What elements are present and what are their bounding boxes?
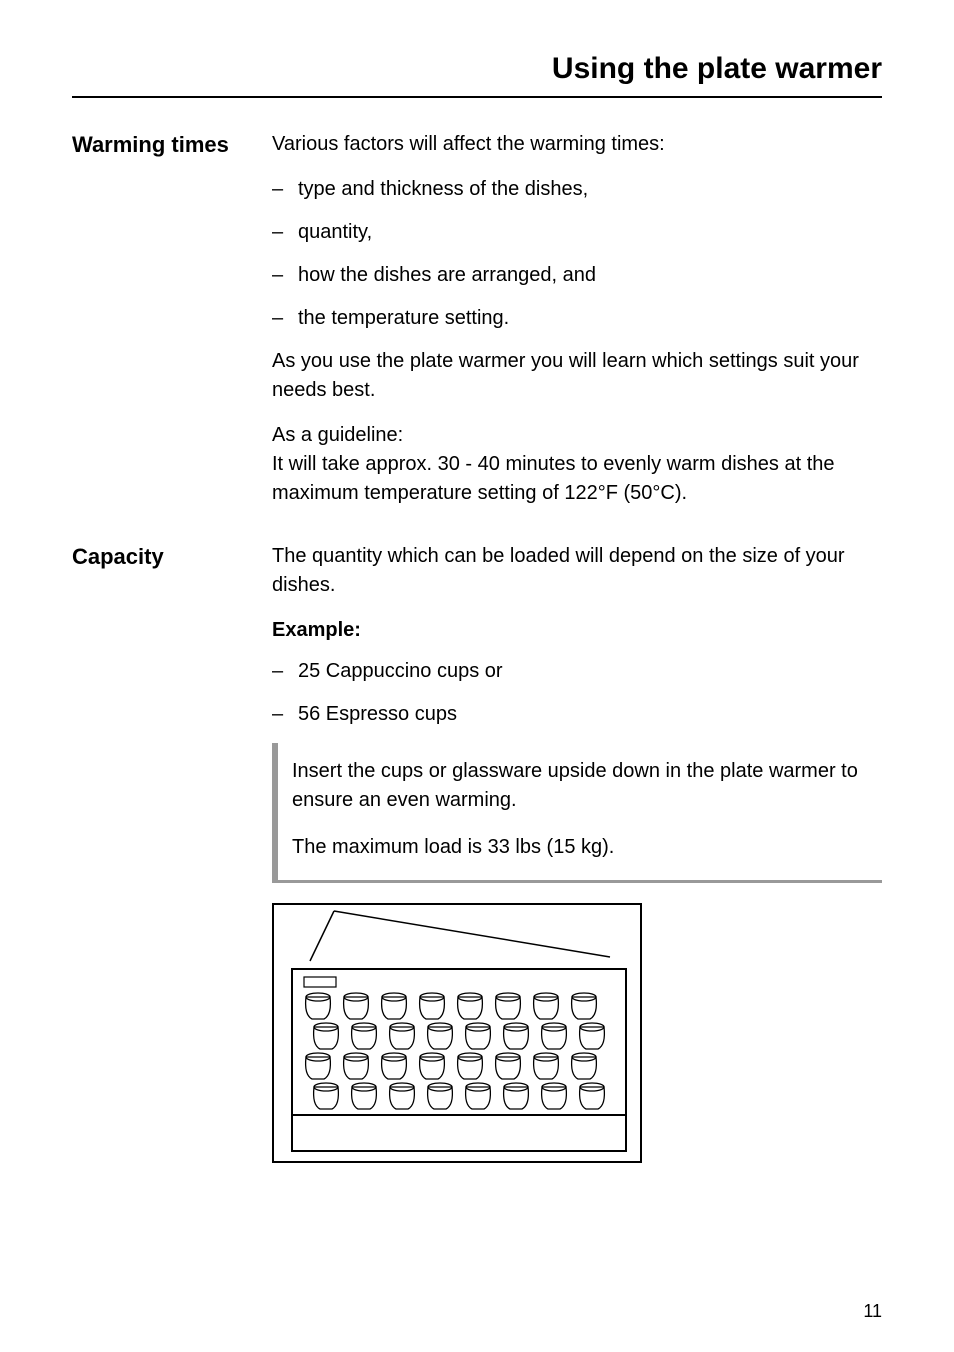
- callout-box: Insert the cups or glassware upside down…: [272, 743, 882, 883]
- plate-warmer-diagram: [272, 903, 642, 1163]
- callout-line-2: The maximum load is 33 lbs (15 kg).: [292, 833, 868, 862]
- callout-line-1: Insert the cups or glassware upside down…: [292, 757, 868, 815]
- factors-list: type and thickness of the dishes, quanti…: [272, 175, 882, 333]
- list-item: type and thickness of the dishes,: [272, 175, 882, 204]
- list-item: quantity,: [272, 218, 882, 247]
- intro-text: Various factors will affect the warming …: [272, 130, 882, 159]
- content-warming-times: Various factors will affect the warming …: [272, 130, 882, 524]
- example-label: Example:: [272, 616, 882, 645]
- heading-warming-times: Warming times: [72, 130, 272, 158]
- page-number: 11: [863, 1301, 882, 1322]
- guideline-label: As a guideline:: [272, 421, 882, 450]
- list-item: how the dishes are arranged, and: [272, 261, 882, 290]
- capacity-intro: The quantity which can be loaded will de…: [272, 542, 882, 600]
- section-capacity: Capacity The quantity which can be loade…: [72, 542, 882, 1163]
- guideline-text: It will take approx. 30 - 40 minutes to …: [272, 450, 882, 508]
- heading-capacity: Capacity: [72, 542, 272, 570]
- page: Using the plate warmer Warming times Var…: [0, 0, 954, 1352]
- list-item: 25 Cappuccino cups or: [272, 657, 882, 686]
- content-capacity: The quantity which can be loaded will de…: [272, 542, 882, 1163]
- usage-note: As you use the plate warmer you will lea…: [272, 347, 882, 405]
- example-list: 25 Cappuccino cups or 56 Espresso cups: [272, 657, 882, 729]
- section-warming-times: Warming times Various factors will affec…: [72, 130, 882, 524]
- list-item: the temperature setting.: [272, 304, 882, 333]
- page-title: Using the plate warmer: [72, 52, 882, 98]
- diagram-svg: [274, 905, 644, 1165]
- list-item: 56 Espresso cups: [272, 700, 882, 729]
